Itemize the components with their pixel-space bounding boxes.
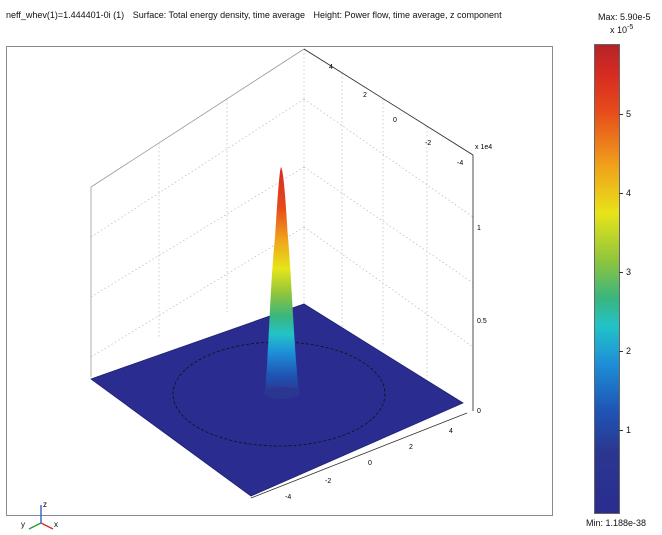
colorbar-max-label: Max: 5.90e-5 — [598, 12, 651, 22]
x-tick-label: 2 — [409, 444, 413, 451]
colorbar-tick — [619, 430, 623, 431]
axis-grid-dotted — [90, 49, 474, 377]
x-tick-label: 4 — [449, 428, 453, 435]
colorbar-tick-label: 1 — [626, 425, 632, 435]
triad-y-label: y — [21, 520, 25, 529]
x-tick-label: -4 — [285, 494, 291, 501]
triad-z-label: z — [43, 500, 47, 509]
colorbar-exponent-power: -5 — [627, 24, 634, 31]
3d-plot-canvas[interactable]: x 1e4 0 0.5 1 4 2 0 -2 -4 -4 -2 0 2 4 y … — [6, 46, 553, 530]
y-tick-label: 2 — [363, 92, 367, 99]
3d-scene: x 1e4 0 0.5 1 4 2 0 -2 -4 -4 -2 0 2 4 — [90, 48, 492, 501]
z-tick-label: 0 — [477, 408, 481, 415]
x-tick-label: -2 — [325, 478, 331, 485]
colorbar-tick — [619, 272, 623, 273]
colorbar-tick-label: 2 — [626, 346, 632, 356]
front-axis-lines — [250, 48, 474, 499]
colorbar-exponent-label: x 10-5 — [610, 24, 633, 35]
surface-expression-label: Surface: Total energy density, time aver… — [132, 10, 305, 20]
peak-base-glow — [264, 387, 300, 399]
colorbar-gradient — [594, 44, 620, 514]
x-tick-label: 0 — [368, 460, 372, 467]
colorbar-legend: Max: 5.90e-5 x 10-5 1 2 3 4 5 Min: 1.188… — [576, 0, 662, 534]
surface-floor — [90, 303, 464, 497]
z-tick-label: 1 — [477, 225, 481, 232]
colorbar-exponent-base: x 10 — [610, 25, 628, 35]
height-expression-label: Height: Power flow, time average, z comp… — [313, 10, 502, 20]
plot-title-bar: neff_whev(1)=1.444401-0i (1) Surface: To… — [0, 0, 590, 30]
y-tick-label: -4 — [457, 160, 463, 167]
y-tick-label: 0 — [393, 117, 397, 124]
colorbar-tick — [619, 114, 623, 115]
colorbar-tick — [619, 193, 623, 194]
power-flow-peak — [265, 167, 299, 393]
triad-x-label: x — [54, 520, 58, 529]
eigenvalue-label: neff_whev(1)=1.444401-0i (1) — [6, 10, 125, 20]
colorbar-tick-label: 3 — [626, 267, 632, 277]
z-tick-label: 0.5 — [477, 318, 487, 325]
axis-orientation-icon: y z x — [21, 500, 58, 530]
z-multiplier-label: x 1e4 — [475, 144, 492, 151]
colorbar-tick-label: 4 — [626, 188, 632, 198]
colorbar-tick-label: 5 — [626, 109, 632, 119]
colorbar-tick — [619, 351, 623, 352]
y-tick-label: 4 — [329, 64, 333, 71]
colorbar-min-label: Min: 1.188e-38 — [586, 518, 647, 528]
y-tick-label: -2 — [425, 140, 431, 147]
